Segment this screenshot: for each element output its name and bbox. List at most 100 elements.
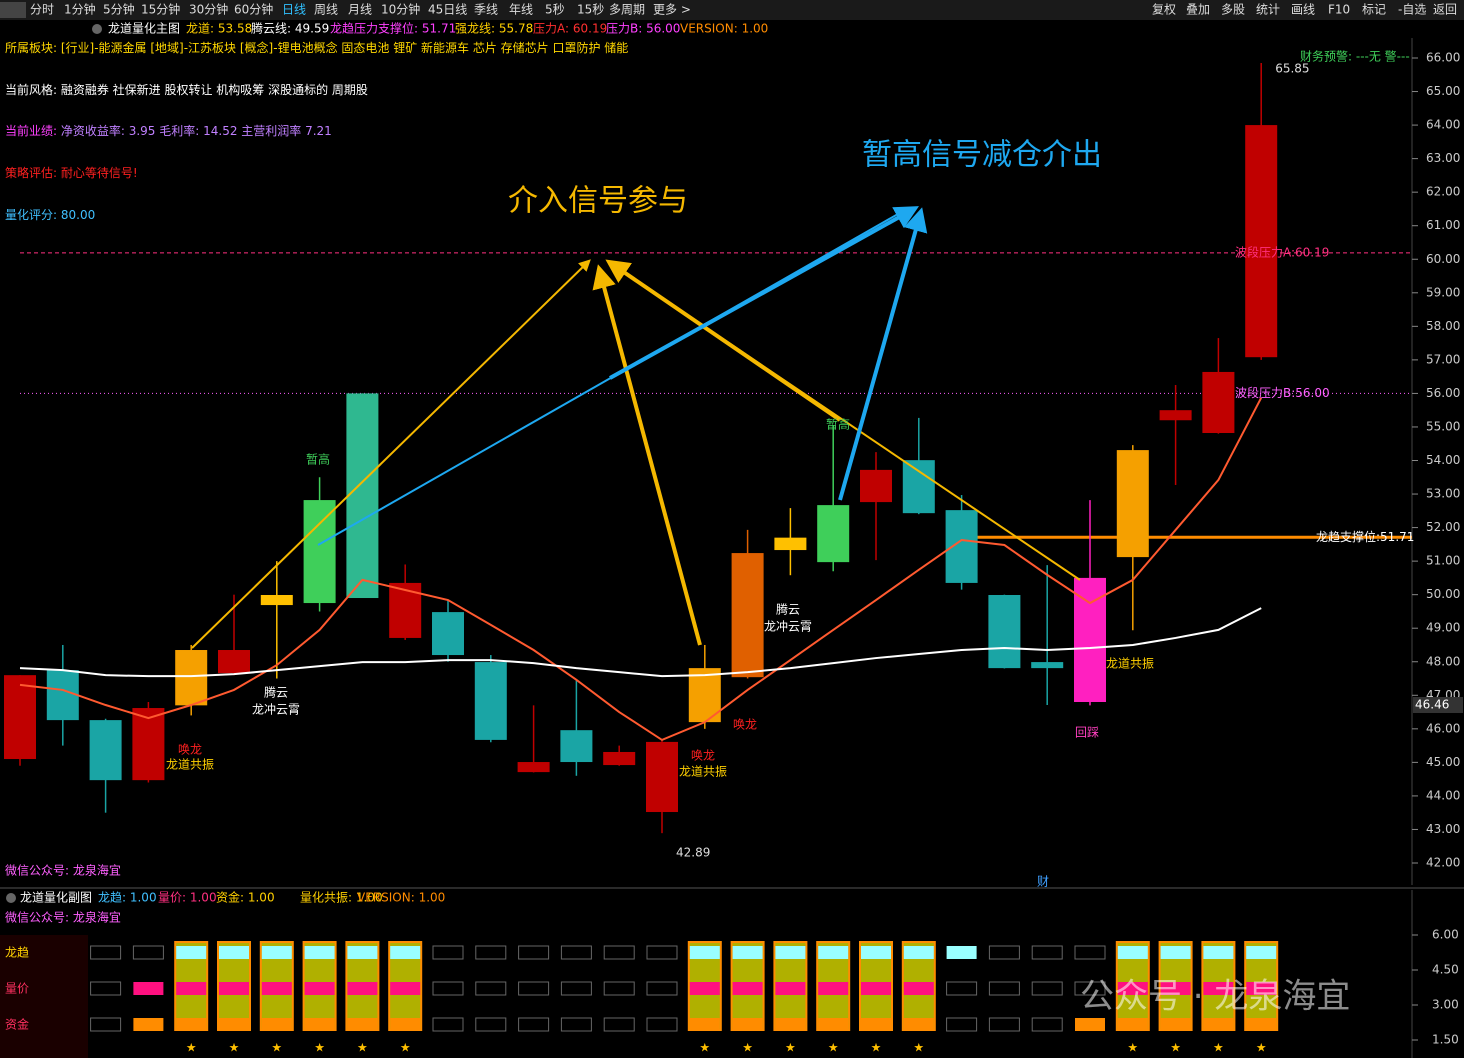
sub-title: 龙道量化副图 bbox=[20, 891, 92, 905]
candle-body bbox=[260, 595, 293, 606]
signal-label: 龙冲云霄 bbox=[252, 702, 300, 717]
toolbar-bg bbox=[0, 0, 1464, 20]
toolbar-tab[interactable]: 45日线 bbox=[428, 3, 467, 17]
candle-body bbox=[1245, 125, 1278, 358]
signal-cell bbox=[1203, 1018, 1234, 1031]
toolbar-tab[interactable]: 15秒 bbox=[577, 3, 604, 17]
toolbar-button[interactable]: 标记 bbox=[1362, 3, 1386, 17]
signal-cell bbox=[861, 946, 891, 959]
signal-cell bbox=[1117, 982, 1148, 995]
signal-cell bbox=[1074, 945, 1106, 960]
toolbar-tab[interactable]: 年线 bbox=[509, 3, 533, 17]
indicator: 压力B: 56.00 bbox=[606, 22, 680, 36]
signal-cell bbox=[176, 1018, 207, 1031]
signal-cell bbox=[90, 1017, 122, 1032]
toolbar-tab[interactable]: 更多 > bbox=[653, 3, 691, 17]
candle-body bbox=[1031, 662, 1064, 669]
row-label: 资金 bbox=[5, 1017, 29, 1032]
toolbar-tab[interactable]: 月线 bbox=[348, 3, 372, 17]
sub-indicator: 资金: 1.00 bbox=[216, 890, 275, 905]
y-tick-label: 50.00 bbox=[1426, 587, 1460, 601]
low-label: 42.89 bbox=[676, 846, 710, 860]
toolbar-button[interactable]: -自选 bbox=[1398, 3, 1426, 17]
signal-cell bbox=[1160, 982, 1191, 995]
signal-cell bbox=[347, 946, 378, 959]
toolbar-tab[interactable]: 多周期 bbox=[609, 3, 645, 17]
info-line: 策略评估: 耐心等待信号! bbox=[5, 165, 138, 180]
signal-cell bbox=[861, 1018, 891, 1031]
signal-cell bbox=[603, 981, 635, 996]
toolbar-tab[interactable]: 周线 bbox=[314, 3, 338, 17]
signal-cell bbox=[988, 945, 1020, 960]
signal-cell bbox=[133, 1018, 164, 1031]
signal-cell bbox=[560, 981, 592, 996]
toolbar-button[interactable]: 返回 bbox=[1433, 3, 1457, 17]
toolbar-button[interactable]: 统计 bbox=[1256, 3, 1280, 17]
signal-cell bbox=[775, 1018, 806, 1031]
row-label-bg bbox=[0, 935, 88, 1058]
y-tick-label: 54.00 bbox=[1426, 453, 1460, 467]
signal-cell bbox=[390, 982, 421, 995]
signal-cell bbox=[603, 945, 635, 960]
icon bbox=[92, 24, 102, 34]
candle-body bbox=[988, 595, 1021, 669]
signal-cell bbox=[818, 1018, 849, 1031]
signal-cell bbox=[432, 981, 464, 996]
indicator: 腾云线: 49.59 bbox=[251, 21, 329, 36]
signal-cell bbox=[946, 946, 977, 959]
signal-cell bbox=[304, 1018, 335, 1031]
toolbar-tab[interactable]: 15分钟 bbox=[141, 2, 180, 17]
toolbar-button[interactable]: 复权 bbox=[1152, 3, 1176, 17]
toolbar-tab[interactable]: 1分钟 bbox=[64, 2, 96, 17]
indicator: 龙趋压力支撑位: 51.71 bbox=[330, 21, 456, 36]
star: ★ bbox=[1127, 1041, 1138, 1055]
signal-cell bbox=[903, 946, 934, 959]
y-tick-label: 57.00 bbox=[1426, 352, 1460, 366]
y-tick-label: 51.00 bbox=[1426, 554, 1460, 568]
toolbar-tab[interactable]: 季线 bbox=[474, 3, 498, 17]
arrow bbox=[838, 207, 928, 501]
signal-cell bbox=[988, 1017, 1020, 1032]
signal-cell bbox=[1160, 1018, 1191, 1031]
toolbar-tab[interactable]: 5秒 bbox=[545, 3, 565, 17]
toolbar-button[interactable]: 叠加 bbox=[1186, 3, 1210, 17]
toolbar-tab[interactable]: 10分钟 bbox=[381, 2, 420, 17]
signal-cell bbox=[518, 981, 550, 996]
toolbar-tab[interactable]: 分时 bbox=[30, 3, 54, 17]
arrow bbox=[592, 264, 702, 646]
signal-cell bbox=[390, 1018, 421, 1031]
signal-label: 暂高 bbox=[826, 417, 850, 432]
y-tick-label: 53.00 bbox=[1426, 487, 1460, 501]
signal-cell bbox=[176, 982, 207, 995]
candle-body bbox=[218, 650, 250, 674]
level-label: 龙趋支撑位:51.71 bbox=[1316, 529, 1414, 544]
toolbar-tab[interactable]: 5分钟 bbox=[103, 2, 135, 17]
signal-cell bbox=[1074, 981, 1106, 996]
signal-cell bbox=[390, 946, 421, 959]
signal-cell bbox=[347, 1018, 378, 1031]
signal-cell bbox=[475, 945, 507, 960]
signal-cell bbox=[903, 982, 934, 995]
toolbar-button[interactable]: 多股 bbox=[1221, 3, 1245, 17]
chart-title: 龙道量化主图 bbox=[108, 22, 180, 36]
y-tick-label: 60.00 bbox=[1426, 252, 1460, 266]
signal-label: 唤龙 bbox=[178, 743, 202, 757]
y-tick-label: 1.50 bbox=[1432, 1033, 1459, 1047]
candle-body bbox=[1116, 450, 1149, 558]
star: ★ bbox=[1213, 1041, 1224, 1055]
candle-body bbox=[389, 582, 422, 638]
star: ★ bbox=[785, 1041, 796, 1055]
toolbar-tab[interactable]: 30分钟 bbox=[189, 2, 228, 17]
y-tick-label: 49.00 bbox=[1426, 621, 1460, 635]
toolbar-tab[interactable]: 日线 bbox=[282, 3, 306, 17]
signal-cell bbox=[903, 1018, 934, 1031]
signal-cell bbox=[689, 946, 720, 959]
toolbar-button[interactable]: F10 bbox=[1328, 3, 1350, 17]
toolbar-tab[interactable]: 60分钟 bbox=[234, 2, 273, 17]
star: ★ bbox=[1256, 1041, 1267, 1055]
signal-label: 龙道共振 bbox=[679, 765, 727, 779]
ma-line bbox=[19, 397, 1263, 742]
toolbar-button[interactable]: 画线 bbox=[1291, 3, 1315, 17]
signal-cell bbox=[1117, 1018, 1148, 1031]
y-tick-label: 46.00 bbox=[1426, 721, 1460, 735]
